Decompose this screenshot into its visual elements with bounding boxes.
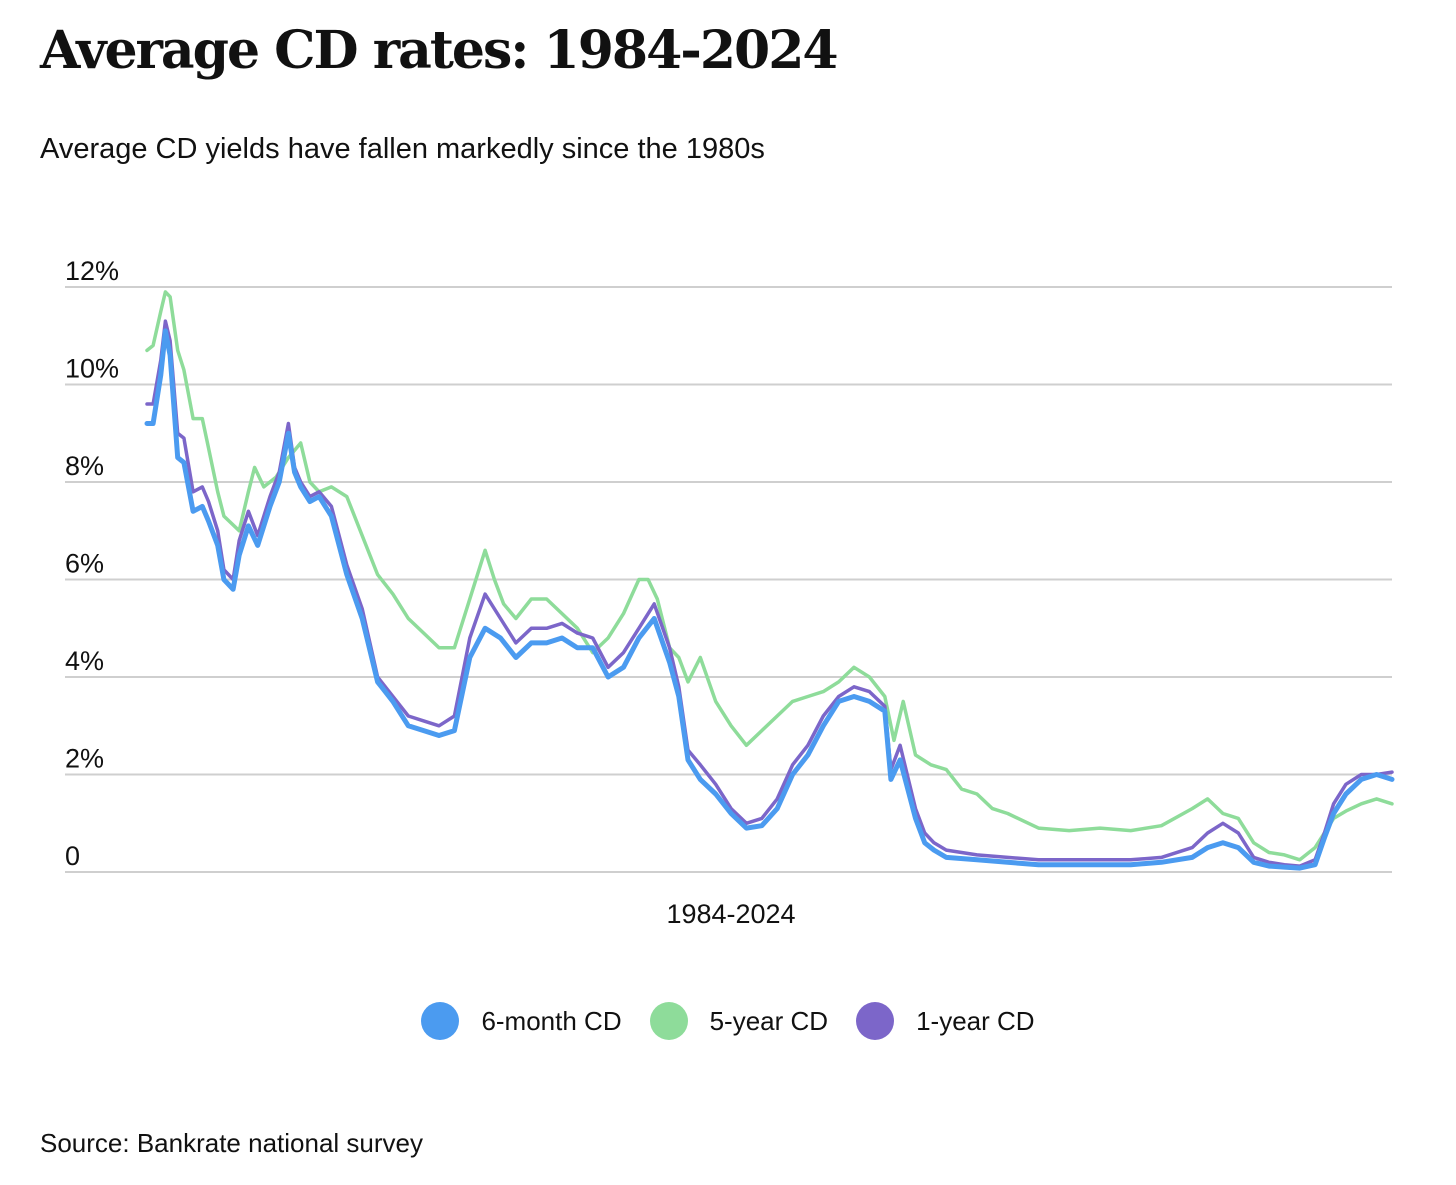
y-axis-tick-labels: 0 2% 4% 6% 8% 10% 12% <box>65 256 119 871</box>
y-tick-label-2: 4% <box>65 646 104 676</box>
chart-subtitle: Average CD yields have fallen markedly s… <box>40 133 765 165</box>
gridlines <box>65 286 1392 873</box>
y-tick-label-5: 10% <box>65 354 119 384</box>
chart-title: Average CD rates: 1984-2024 <box>40 20 839 81</box>
y-tick-label-0: 0 <box>65 841 80 871</box>
legend-label-5-year: 5-year CD <box>709 1005 829 1036</box>
y-tick-label-4: 8% <box>65 451 104 481</box>
source-note: Source: Bankrate national survey <box>40 1128 423 1158</box>
series-line-6-month-cd[interactable] <box>144 328 1395 871</box>
x-axis-label: 1984-2024 <box>666 899 795 929</box>
y-tick-label-3: 6% <box>65 549 104 579</box>
series-line-5-year-cd[interactable] <box>145 290 1394 862</box>
legend-swatch-1-year <box>856 1002 895 1040</box>
line-chart: 0 2% 4% 6% 8% 10% 12% 1984-2024 <box>65 256 1395 929</box>
legend-swatch-6-month <box>421 1002 460 1040</box>
legend-label-6-month: 6-month CD <box>481 1005 622 1036</box>
chart-legend: 6-month CD 5-year CD 1-year CD <box>0 998 1456 1044</box>
legend-label-1-year: 1-year CD <box>916 1005 1035 1036</box>
legend-item-1-year[interactable]: 1-year CD <box>856 1002 1035 1040</box>
y-tick-label-1: 2% <box>65 744 104 774</box>
legend-item-5-year[interactable]: 5-year CD <box>649 1002 829 1040</box>
legend-swatch-5-year <box>649 1002 688 1040</box>
series-line-1-year-cd[interactable] <box>145 319 1394 868</box>
legend-item-6-month[interactable]: 6-month CD <box>421 1002 622 1040</box>
series-lines <box>144 290 1395 871</box>
y-tick-label-6: 12% <box>65 256 119 286</box>
